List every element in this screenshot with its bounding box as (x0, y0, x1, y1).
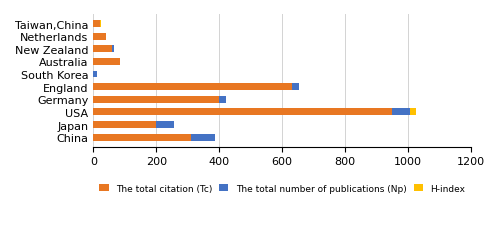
Bar (94, 96, 219, 103)
Bar (94, 134, 191, 141)
Bar (191, 134, 214, 141)
Bar (94, 71, 96, 78)
Legend: The total citation (Tc), The total number of publications (Np), H-index: The total citation (Tc), The total numbe… (96, 180, 469, 197)
Bar (94, 21, 100, 28)
Bar (112, 46, 114, 53)
Bar (292, 84, 300, 91)
Bar (94, 59, 120, 66)
Bar (392, 109, 409, 116)
Bar (94, 34, 106, 40)
Bar (156, 122, 174, 128)
Bar (94, 46, 112, 53)
Bar (94, 122, 156, 128)
Bar (100, 21, 101, 28)
Bar (219, 96, 226, 103)
Bar (410, 109, 416, 116)
Bar (94, 109, 393, 116)
Bar (94, 84, 292, 91)
